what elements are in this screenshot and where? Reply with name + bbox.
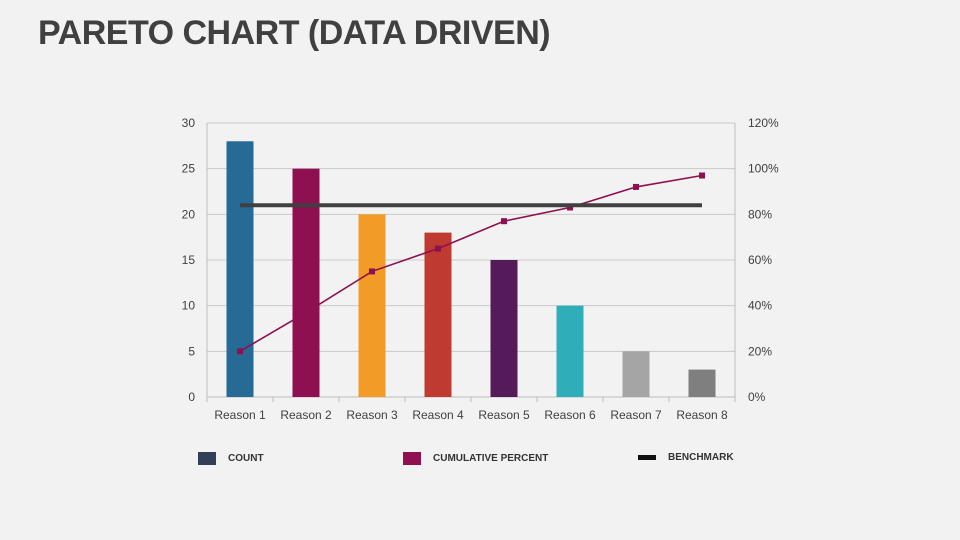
- legend-count: COUNT: [198, 452, 264, 465]
- legend-benchmark-swatch: [638, 455, 656, 460]
- cumulative-point: [369, 268, 375, 275]
- legend-benchmark: BENCHMARK: [638, 452, 734, 463]
- y2-tick-label: 100%: [748, 162, 779, 176]
- x-tick-label: Reason 3: [346, 408, 398, 422]
- y2-tick-label: 20%: [748, 344, 772, 358]
- bar-2: [292, 168, 320, 397]
- x-tick-label: Reason 8: [676, 408, 728, 422]
- y2-tick-label: 40%: [748, 299, 772, 313]
- cumulative-point: [567, 204, 573, 211]
- legend-cumulative-swatch: [403, 452, 421, 465]
- x-tick-label: Reason 6: [544, 408, 596, 422]
- y2-tick-label: 60%: [748, 253, 772, 267]
- bar-6: [556, 305, 584, 397]
- y-tick-label: 5: [188, 344, 195, 358]
- cumulative-point: [633, 183, 639, 190]
- cumulative-point: [303, 309, 309, 316]
- bar-8: [688, 369, 716, 397]
- legend-cumulative-label: CUMULATIVE PERCENT: [433, 453, 549, 464]
- bar-7: [622, 351, 650, 397]
- y2-tick-label: 80%: [748, 207, 772, 221]
- y-tick-label: 30: [182, 116, 196, 130]
- legend-count-swatch: [198, 452, 216, 465]
- cumulative-point: [435, 245, 441, 252]
- x-tick-label: Reason 1: [214, 408, 266, 422]
- y-tick-label: 15: [182, 253, 196, 267]
- cumulative-point: [699, 172, 705, 179]
- y-tick-label: 25: [182, 162, 196, 176]
- cumulative-line: [239, 174, 703, 353]
- cumulative-point: [501, 218, 507, 225]
- x-tick-label: Reason 5: [478, 408, 530, 422]
- cumulative-point: [237, 348, 243, 355]
- bar-3: [358, 214, 386, 397]
- legend-benchmark-label: BENCHMARK: [668, 452, 734, 463]
- y2-tick-label: 120%: [748, 116, 779, 130]
- x-tick-label: Reason 4: [412, 408, 464, 422]
- y-tick-label: 0: [188, 390, 195, 404]
- x-tick-label: Reason 2: [280, 408, 332, 422]
- bar-4: [424, 232, 452, 397]
- y2-tick-label: 0%: [748, 390, 766, 404]
- legend-count-label: COUNT: [228, 453, 264, 464]
- y-tick-label: 10: [182, 299, 196, 313]
- bar-5: [490, 260, 518, 397]
- page-title: PARETO CHART (DATA DRIVEN): [38, 14, 551, 52]
- bar-1: [226, 141, 254, 397]
- y-tick-label: 20: [182, 207, 196, 221]
- legend-cumulative: CUMULATIVE PERCENT: [403, 452, 548, 465]
- x-tick-label: Reason 7: [610, 408, 662, 422]
